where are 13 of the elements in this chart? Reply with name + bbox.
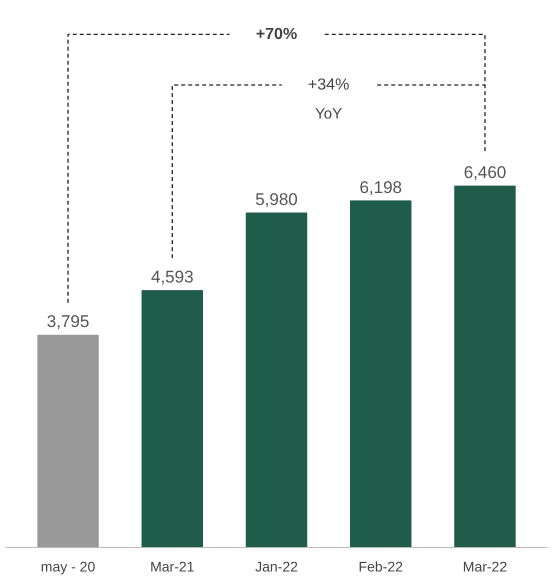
text: YoY (315, 105, 342, 122)
x-tick-label: Feb-22 (358, 558, 404, 574)
data-label: 6,198 (359, 178, 402, 197)
x-tick-label: may - 20 (40, 558, 96, 574)
data-label: 5,980 (255, 190, 298, 210)
x-tick-label: Jan-22 (255, 558, 298, 574)
data-label: 3,795 (46, 312, 90, 332)
x-tick-label: Mar-21 (150, 558, 195, 574)
text: +70% (256, 26, 298, 43)
data-label: 6,460 (464, 163, 506, 182)
x-tick-label: Mar-22 (462, 558, 508, 574)
text: +34% (308, 76, 350, 94)
data-label: 4,593 (151, 268, 194, 287)
